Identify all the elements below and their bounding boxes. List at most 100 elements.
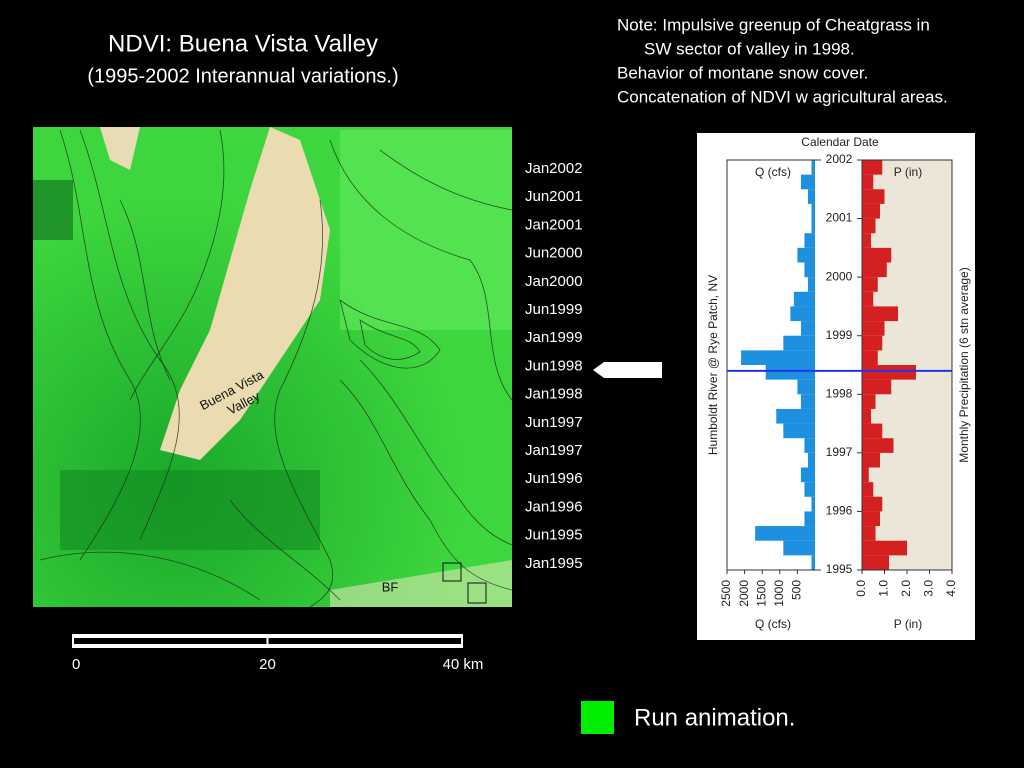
q-tick-label: 500 xyxy=(790,580,804,600)
q-bar xyxy=(800,321,815,336)
q-bar xyxy=(797,247,815,263)
p-tick-label: 0.0 xyxy=(854,580,868,597)
date-label: Jun1995 xyxy=(525,527,583,544)
run-label[interactable]: Run animation. xyxy=(634,704,795,731)
scale-label: 20 xyxy=(259,656,276,673)
y-tick-bg xyxy=(821,328,857,343)
contours xyxy=(39,129,512,607)
y-tick-label: 2002 xyxy=(826,152,853,166)
q-label-bottom: Q (cfs) xyxy=(755,617,791,631)
q-bar xyxy=(800,467,815,483)
p-bar xyxy=(862,526,876,541)
q-bar xyxy=(807,189,815,204)
p-bar xyxy=(862,496,883,512)
y-label-right: Monthly Precipitation (6 stn average) xyxy=(957,267,971,462)
p-bar xyxy=(862,408,871,424)
date-label: Jan2002 xyxy=(525,160,583,177)
date-label: Jun2001 xyxy=(525,188,583,205)
date-label: Jun1996 xyxy=(525,470,583,487)
p-tick-label: 2.0 xyxy=(899,580,913,597)
date-label: Jun1997 xyxy=(525,414,583,431)
y-tick-bg xyxy=(821,563,857,577)
y-tick-bg xyxy=(821,504,857,519)
date-label: Jan1999 xyxy=(525,329,583,346)
y-tick-label: 1998 xyxy=(826,386,853,400)
q-bar xyxy=(804,511,815,527)
p-bar xyxy=(862,379,892,395)
note: SW sector of valley in 1998. xyxy=(644,39,855,58)
p-bar xyxy=(862,160,883,175)
q-bar xyxy=(807,452,815,468)
q-bar xyxy=(797,379,815,395)
field xyxy=(442,562,462,582)
q-tick-label: 2000 xyxy=(737,580,751,607)
p-bar xyxy=(862,203,880,219)
p-bar xyxy=(862,306,898,322)
q-bar xyxy=(755,526,815,541)
q-bar xyxy=(811,496,815,512)
map-patch xyxy=(60,470,320,550)
p-bar xyxy=(862,350,878,365)
y-tick-label: 1997 xyxy=(826,445,853,459)
valley xyxy=(100,127,140,170)
p-bar xyxy=(862,555,889,570)
p-label-top: P (in) xyxy=(894,165,922,179)
q-bar xyxy=(783,423,815,439)
p-bar xyxy=(862,482,874,497)
q-bar xyxy=(741,350,815,365)
y-tick-label: 1999 xyxy=(826,328,853,342)
p-bar xyxy=(862,247,892,263)
q-bar xyxy=(811,203,815,219)
q-bar xyxy=(790,306,815,322)
p-bar xyxy=(862,174,874,190)
date-label: Jun1999 xyxy=(525,301,583,318)
q-bar xyxy=(811,218,815,234)
field xyxy=(467,582,487,604)
p-tick-label: 3.0 xyxy=(922,580,936,597)
site-label: BF xyxy=(382,579,399,594)
q-label-top: Q (cfs) xyxy=(755,165,791,179)
y-tick-label: 1996 xyxy=(826,504,853,518)
date-label: Jan1998 xyxy=(525,386,583,403)
note: Behavior of montane snow cover. xyxy=(617,63,868,82)
p-bar xyxy=(862,233,871,248)
run-button[interactable] xyxy=(581,701,614,734)
date-label: Jun2000 xyxy=(525,245,583,262)
date-label: Jan2001 xyxy=(525,216,583,233)
note: Note: Impulsive greenup of Cheatgrass in xyxy=(617,15,930,34)
q-bar xyxy=(800,174,815,190)
chart-title: Calendar Date xyxy=(801,135,879,149)
p-bar xyxy=(862,394,876,409)
p-label-bottom: P (in) xyxy=(894,617,922,631)
scale-label: 40 km xyxy=(443,656,484,673)
p-bar xyxy=(862,277,878,292)
map-patch xyxy=(33,180,73,240)
date-label: Jan2000 xyxy=(525,273,583,290)
q-bar xyxy=(804,233,815,248)
q-bar xyxy=(811,555,815,570)
date-label: Jan1996 xyxy=(525,498,583,515)
valley-edge xyxy=(330,560,512,607)
q-tick-label: 1000 xyxy=(772,580,786,607)
y-tick-bg xyxy=(821,270,857,285)
q-bar xyxy=(776,408,815,424)
p-bar xyxy=(862,262,887,278)
subtitle: (1995-2002 Interannual variations.) xyxy=(87,65,398,87)
p-bar xyxy=(862,511,880,527)
y-tick-bg xyxy=(821,387,857,402)
p-bar xyxy=(862,189,885,204)
q-tick-label: 1500 xyxy=(754,580,768,607)
q-bar xyxy=(783,335,815,351)
y-tick-label: 1995 xyxy=(826,562,853,576)
y-tick-bg xyxy=(821,211,857,226)
p-bar xyxy=(862,291,874,307)
p-bar xyxy=(862,438,894,453)
q-bar xyxy=(811,160,815,175)
p-bar xyxy=(862,218,876,234)
pointer-arrow xyxy=(593,362,662,378)
q-bar xyxy=(783,540,815,556)
p-bar xyxy=(862,321,885,336)
q-bar xyxy=(800,394,815,409)
q-bar xyxy=(765,365,815,380)
